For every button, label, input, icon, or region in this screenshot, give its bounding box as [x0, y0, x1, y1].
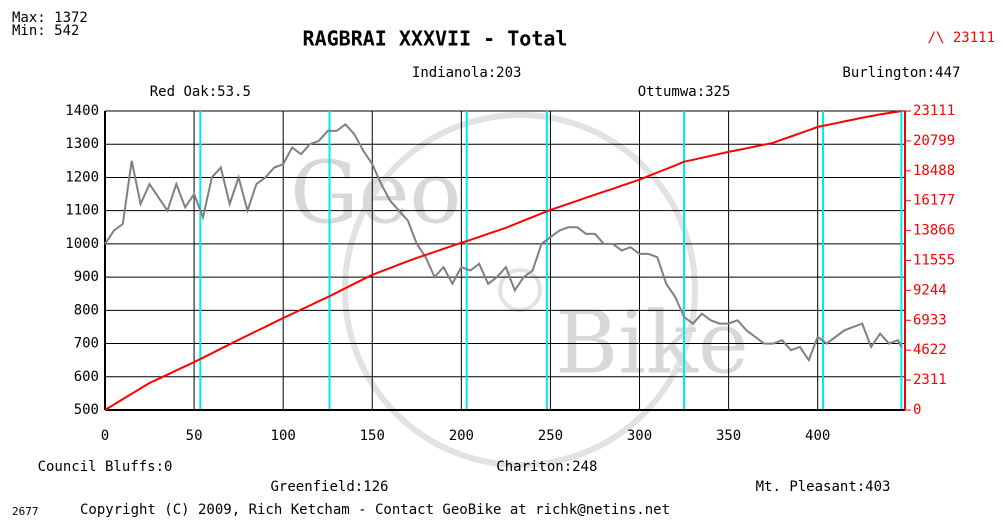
x-tick-label: 100	[271, 428, 296, 444]
climb-total: /\ 23111	[928, 30, 995, 46]
y-tick-label: 800	[74, 302, 99, 318]
y-tick-label: 1200	[65, 169, 99, 185]
x-tick-label: 50	[186, 428, 203, 444]
y-tick-label: 600	[74, 369, 99, 385]
x-tick-label: 350	[716, 428, 741, 444]
y2-tick-label: 9244	[913, 282, 947, 298]
y2-tick-label: 16177	[913, 193, 955, 209]
x-tick-label: 150	[360, 428, 385, 444]
counter: 2677	[12, 505, 39, 518]
y2-tick-label: 0	[913, 402, 921, 418]
y2-tick-label: 6933	[913, 312, 947, 328]
y2-tick-label: 4622	[913, 342, 947, 358]
y2-tick-label: 13866	[913, 223, 955, 239]
y-tick-label: 1000	[65, 236, 99, 252]
town-label: Greenfield:126	[270, 479, 388, 495]
x-tick-label: 250	[538, 428, 563, 444]
x-tick-label: 300	[627, 428, 652, 444]
y2-tick-label: 20799	[913, 133, 955, 149]
watermark-text: Geo	[290, 144, 461, 244]
x-tick-label: 400	[805, 428, 830, 444]
x-tick-label: 0	[101, 428, 109, 444]
y-tick-label: 700	[74, 336, 99, 352]
town-label: Burlington:447	[842, 65, 960, 81]
town-label: Chariton:248	[496, 459, 597, 475]
copyright: Copyright (C) 2009, Rich Ketcham - Conta…	[80, 502, 670, 518]
y-tick-label: 1300	[65, 136, 99, 152]
min-label: Min: 542	[12, 23, 79, 39]
town-label: Red Oak:53.5	[150, 84, 251, 100]
y2-tick-label: 18488	[913, 163, 955, 179]
y2-tick-label: 11555	[913, 253, 955, 269]
x-tick-label: 200	[449, 428, 474, 444]
town-label: Ottumwa:325	[638, 84, 731, 100]
y-tick-label: 500	[74, 402, 99, 418]
town-label: Indianola:203	[412, 65, 522, 81]
y-tick-label: 1400	[65, 103, 99, 119]
town-label: Mt. Pleasant:403	[756, 479, 891, 495]
y-tick-label: 900	[74, 269, 99, 285]
y2-tick-label: 2311	[913, 372, 947, 388]
y-tick-label: 1100	[65, 203, 99, 219]
y2-tick-label: 23111	[913, 103, 955, 119]
town-label: Council Bluffs:0	[38, 459, 173, 475]
chart-title: RAGBRAI XXXVII - Total	[303, 27, 568, 51]
chart: Geo Bike 5006007008009001000110012001300…	[0, 0, 1003, 525]
